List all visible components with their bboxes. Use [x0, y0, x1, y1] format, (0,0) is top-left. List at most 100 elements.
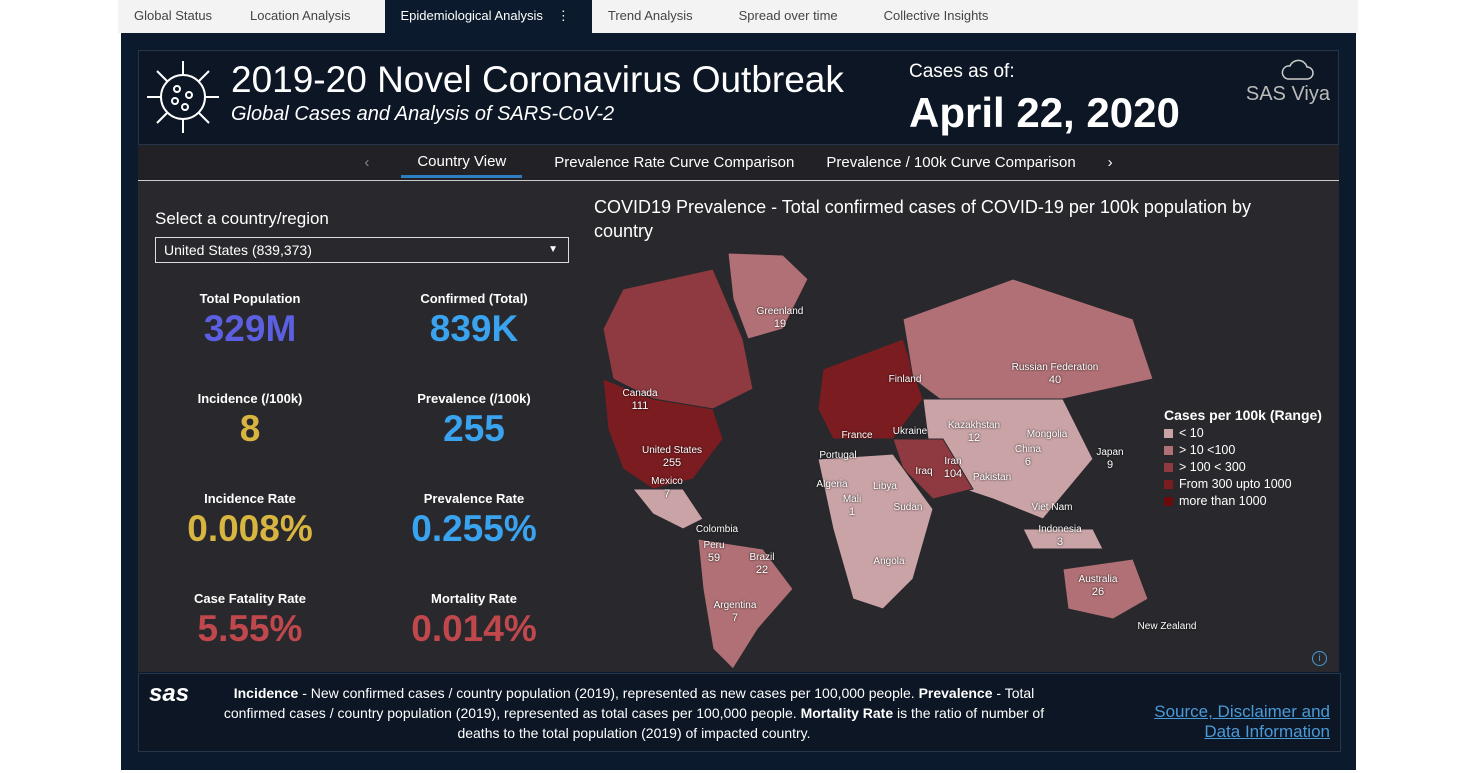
map-label: Japan 9	[1096, 447, 1123, 471]
header: 2019-20 Novel Coronavirus Outbreak Globa…	[138, 50, 1339, 145]
term: Mortality Rate	[800, 705, 894, 721]
footer: sas Incidence - New confirmed cases / co…	[138, 673, 1341, 752]
tab-spread-over-time[interactable]: Spread over time	[738, 8, 838, 23]
country-name: Canada	[622, 388, 658, 399]
source-disclaimer-link[interactable]: Source, Disclaimer and Data Information	[1154, 702, 1330, 741]
def: - New confirmed cases / country populati…	[298, 685, 919, 701]
country-name: France	[841, 430, 873, 441]
map-label: Mongolia	[1027, 429, 1068, 441]
country-value: 3	[1056, 536, 1064, 548]
country-name: Viet Nam	[1031, 502, 1073, 513]
kpi-label: Prevalence Rate	[423, 491, 525, 506]
country-name: Iran	[944, 456, 962, 467]
dashboard-panel: 2019-20 Novel Coronavirus Outbreak Globa…	[121, 33, 1356, 770]
country-name: New Zealand	[1137, 621, 1197, 632]
legend-label: < 10	[1179, 426, 1204, 440]
map-label: New Zealand	[1138, 621, 1197, 633]
region-australia	[1062, 558, 1149, 620]
country-name: Greenland	[756, 306, 804, 317]
virus-icon	[147, 61, 219, 133]
map-label: Colombia	[696, 524, 738, 536]
kpi-card: Confirmed (Total) 839K	[364, 291, 584, 350]
country-value: 7	[731, 612, 739, 624]
tab-location-analysis[interactable]: Location Analysis	[250, 8, 351, 23]
region-middle-east	[892, 438, 974, 500]
kpi-value: 839K	[429, 308, 519, 349]
country-name: China	[1014, 444, 1042, 455]
kpi-label: Prevalence (/100k)	[417, 391, 531, 406]
country-name: Finland	[888, 374, 922, 385]
region-usa	[602, 378, 724, 490]
country-view: Select a country/region United States (8…	[138, 181, 1339, 672]
legend-item: < 10	[1164, 425, 1322, 442]
legend-label: more than 1000	[1179, 494, 1267, 508]
map-label: China 6	[1015, 444, 1041, 468]
country-select-value: United States (839,373)	[164, 242, 312, 258]
page-subtitle: Global Cases and Analysis of SARS-CoV-2	[231, 103, 615, 125]
map-label: Kazakhstan 12	[948, 420, 1000, 444]
country-name: Peru	[703, 540, 725, 551]
country-name: Russian Federation	[1011, 362, 1099, 373]
country-name: Colombia	[695, 524, 739, 535]
prev-arrow[interactable]: ‹	[364, 154, 370, 171]
map-label: Ukraine	[893, 426, 927, 438]
kpi-label: Mortality Rate	[431, 591, 517, 606]
country-name: Indonesia	[1038, 524, 1082, 535]
map-label: Portugal	[819, 450, 856, 462]
legend-item: > 100 < 300	[1164, 459, 1322, 476]
country-name: Australia	[1078, 574, 1118, 585]
info-icon[interactable]: i	[1312, 651, 1327, 666]
tab-trend-analysis[interactable]: Trend Analysis	[607, 8, 693, 23]
legend-swatch	[1164, 480, 1173, 489]
country-name: Ukraine	[892, 426, 928, 437]
tab-collective-insights[interactable]: Collective Insights	[883, 8, 989, 23]
tab-global-status[interactable]: Global Status	[134, 8, 213, 23]
country-name: Kazakhstan	[947, 420, 1001, 431]
country-name: Japan	[1096, 447, 1124, 458]
country-name: Libya	[873, 481, 897, 492]
country-value: 1	[848, 506, 856, 518]
cases-as-of-label: Cases as of:	[909, 61, 1015, 82]
country-value: 9	[1106, 459, 1114, 471]
map-label: Libya	[873, 481, 897, 493]
world-map[interactable]	[593, 249, 1153, 669]
country-value: 40	[1048, 374, 1062, 386]
kpi-label: Case Fatality Rate	[194, 591, 306, 606]
country-name: Argentina	[713, 600, 757, 611]
region-greenland	[727, 252, 809, 340]
kpi-card: Total Population 329M	[140, 291, 360, 350]
kpi-label: Confirmed (Total)	[420, 291, 528, 306]
kpi-card: Incidence (/100k) 8	[140, 391, 360, 450]
term: Incidence	[233, 685, 299, 701]
map-label: France	[841, 430, 872, 442]
subtab-prevalence-100k-curve[interactable]: Prevalence / 100k Curve Comparison	[826, 154, 1076, 171]
map-label: Viet Nam	[1032, 502, 1073, 514]
map-label: Russian Federation 40	[1012, 362, 1099, 386]
map-label: Sudan	[894, 502, 923, 514]
kpi-value: 0.008%	[187, 508, 313, 549]
more-options-icon[interactable]: ⋮	[556, 8, 570, 23]
map-label: Algeria	[816, 479, 847, 491]
kpi-value: 329M	[203, 308, 297, 349]
kpi-card: Prevalence Rate 0.255%	[364, 491, 584, 550]
cloud-icon	[1281, 59, 1314, 80]
country-value: 22	[755, 564, 769, 576]
country-value: 7	[663, 488, 671, 500]
country-value: 6	[1024, 456, 1032, 468]
tab-epidemiological-analysis[interactable]: Epidemiological Analysis ⋮	[384, 0, 592, 33]
tab-label: Epidemiological Analysis	[400, 8, 543, 23]
country-name: United States	[641, 445, 703, 456]
subtab-prevalence-rate-curve[interactable]: Prevalence Rate Curve Comparison	[554, 154, 795, 171]
sas-viya-logo: SAS Viya	[1245, 83, 1330, 105]
map-label: Argentina 7	[714, 600, 757, 624]
country-name: Mali	[842, 494, 862, 505]
report-tabs: Global Status Location Analysis Epidemio…	[118, 0, 1358, 33]
next-arrow[interactable]: ›	[1107, 154, 1113, 171]
map-label: Pakistan	[973, 472, 1011, 484]
dropdown-arrow-icon: ▼	[548, 244, 558, 255]
country-select[interactable]: United States (839,373) ▼	[155, 237, 569, 263]
country-select-label: Select a country/region	[155, 209, 329, 228]
kpi-value: 255	[443, 408, 505, 449]
subtab-country-view[interactable]: Country View	[401, 147, 523, 178]
country-value: 255	[662, 457, 682, 469]
